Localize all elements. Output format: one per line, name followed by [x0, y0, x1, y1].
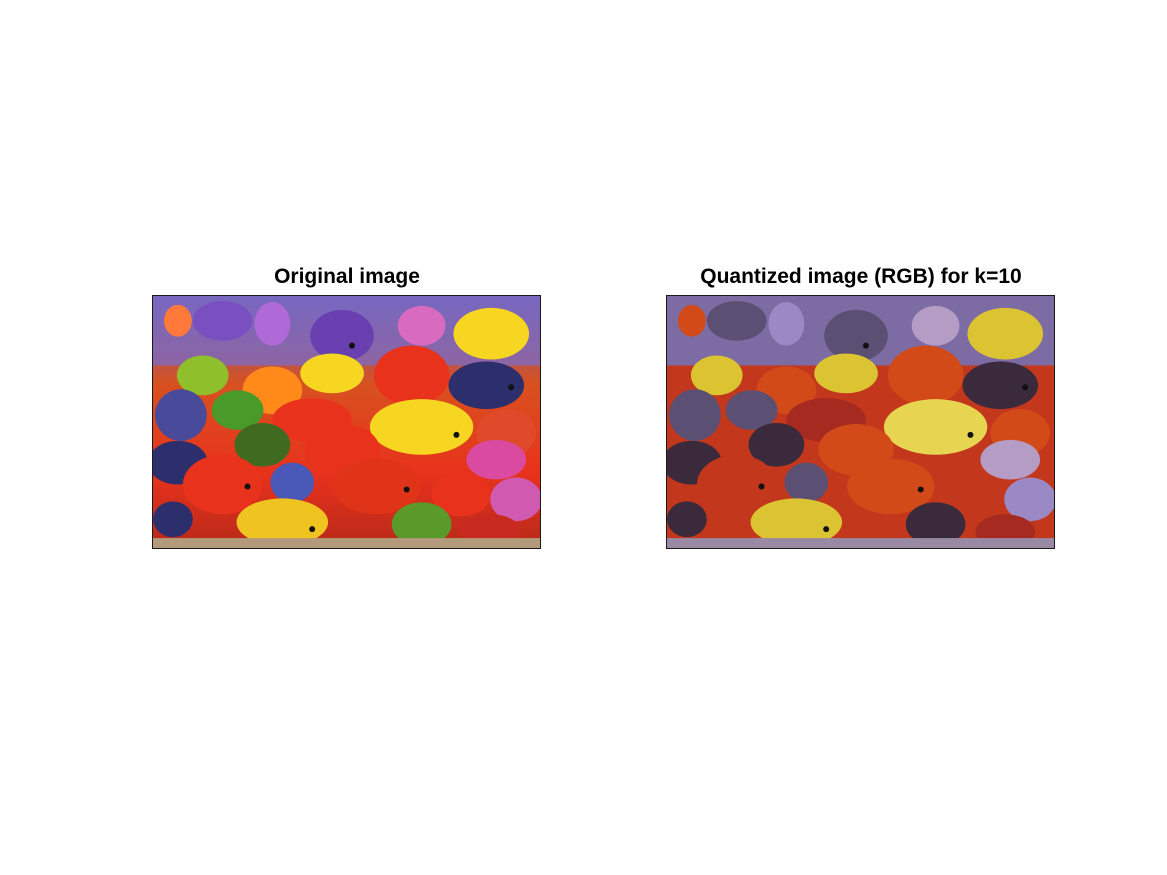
quantized-image	[667, 296, 1054, 548]
original-image-title: Original image	[274, 265, 420, 288]
quantized-image-title: Quantized image (RGB) for k=10	[700, 265, 1022, 288]
original-image	[153, 296, 540, 548]
quantized-image-axes	[666, 295, 1055, 549]
original-image-axes	[152, 295, 541, 549]
